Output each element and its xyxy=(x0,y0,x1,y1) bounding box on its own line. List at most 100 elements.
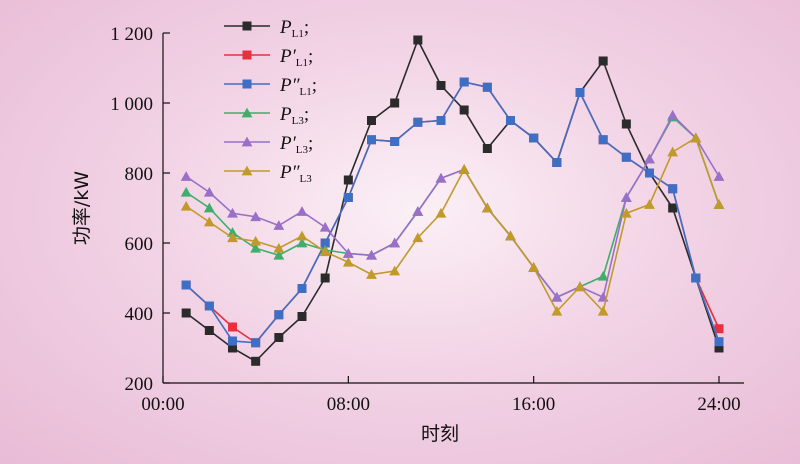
data-point xyxy=(620,207,632,218)
x-tick-label: 24:00 xyxy=(697,394,740,415)
legend-label: P″L3 xyxy=(279,162,312,185)
data-point xyxy=(273,220,285,230)
data-point xyxy=(436,116,446,125)
data-point xyxy=(274,310,284,320)
data-point xyxy=(251,338,261,348)
data-point xyxy=(551,305,563,316)
data-point xyxy=(181,280,191,290)
legend-item: PL1; xyxy=(224,17,309,40)
data-point xyxy=(180,200,192,211)
data-point xyxy=(389,237,401,248)
series-6 xyxy=(180,132,725,316)
data-point xyxy=(227,227,238,237)
data-point xyxy=(180,186,192,197)
ticks: 200 400 600 800 1 000 1 200 00:00 08:00 16:00 24:… xyxy=(110,24,740,415)
data-point xyxy=(551,291,563,302)
data-point xyxy=(621,119,631,129)
series-layer xyxy=(180,35,725,366)
data-point xyxy=(204,301,214,311)
legend-label: PL3; xyxy=(279,104,309,127)
data-point xyxy=(529,133,539,143)
data-point xyxy=(598,56,608,66)
data-point xyxy=(297,312,307,321)
data-point xyxy=(668,203,678,213)
legend-marker xyxy=(242,50,252,60)
x-tick-label: 08:00 xyxy=(327,394,370,415)
data-point xyxy=(227,232,238,243)
data-point xyxy=(390,137,400,146)
y-axis-title: 功率/kW xyxy=(71,171,93,245)
data-point xyxy=(228,343,237,353)
data-point xyxy=(412,232,424,243)
series-line xyxy=(185,81,720,344)
series-3 xyxy=(181,77,724,348)
y-tick-label: 400 xyxy=(125,304,154,325)
x-tick-label: 16:00 xyxy=(512,394,555,415)
legend-label: P′L3; xyxy=(279,133,313,156)
data-point xyxy=(273,242,285,253)
data-point xyxy=(645,168,654,178)
data-point xyxy=(459,105,469,115)
data-point xyxy=(668,184,678,194)
legend-marker xyxy=(241,136,253,147)
data-point xyxy=(413,117,423,127)
data-point xyxy=(412,206,424,216)
data-point xyxy=(713,199,725,209)
data-point xyxy=(714,337,724,347)
data-point xyxy=(320,238,330,248)
data-point xyxy=(597,305,609,316)
data-point xyxy=(180,171,192,181)
data-point xyxy=(366,269,377,279)
data-point xyxy=(481,202,493,213)
legend-label: P′L1; xyxy=(279,46,313,69)
data-point xyxy=(319,246,331,257)
legend-label: PL1; xyxy=(279,17,309,40)
data-point xyxy=(366,249,377,260)
y-tick-label: 600 xyxy=(125,234,154,255)
series-5 xyxy=(180,109,725,302)
data-point xyxy=(552,158,562,167)
legend-label: P″L1; xyxy=(279,75,317,98)
data-point xyxy=(274,333,284,342)
data-point xyxy=(251,356,261,366)
data-point xyxy=(367,116,376,125)
axes xyxy=(162,33,744,384)
y-tick-label: 1 000 xyxy=(110,94,153,115)
data-point xyxy=(506,116,515,125)
data-point xyxy=(296,230,308,241)
data-point xyxy=(621,152,631,162)
data-point xyxy=(320,273,330,283)
legend-item: P′L3; xyxy=(224,133,313,156)
y-tick-label: 200 xyxy=(125,374,154,395)
data-point xyxy=(390,98,400,108)
data-point xyxy=(203,202,215,213)
data-point xyxy=(342,248,354,258)
legend-marker xyxy=(242,79,252,89)
data-point xyxy=(228,336,237,346)
data-point xyxy=(343,175,353,185)
data-point xyxy=(714,324,724,334)
data-point xyxy=(435,207,447,218)
legend-marker xyxy=(241,107,253,118)
data-point xyxy=(296,206,308,216)
data-point xyxy=(250,211,262,222)
series-2 xyxy=(181,77,724,348)
data-point xyxy=(597,270,609,281)
data-point xyxy=(482,82,492,92)
data-point xyxy=(458,164,470,174)
x-tick-label: 00:00 xyxy=(141,394,184,415)
data-point xyxy=(343,193,353,202)
y-tick-label: 1 200 xyxy=(110,24,153,45)
data-point xyxy=(691,273,701,283)
y-tick-label: 800 xyxy=(125,164,154,185)
data-point xyxy=(435,172,447,183)
data-point xyxy=(413,35,423,45)
series-line xyxy=(185,113,720,299)
data-point xyxy=(203,216,215,227)
data-point xyxy=(342,256,354,267)
data-point xyxy=(598,135,608,145)
legend: PL1; P′L1; P″L1; PL3; P′L3; P″L3 xyxy=(224,17,317,185)
series-1 xyxy=(181,35,724,366)
data-point xyxy=(250,242,262,253)
